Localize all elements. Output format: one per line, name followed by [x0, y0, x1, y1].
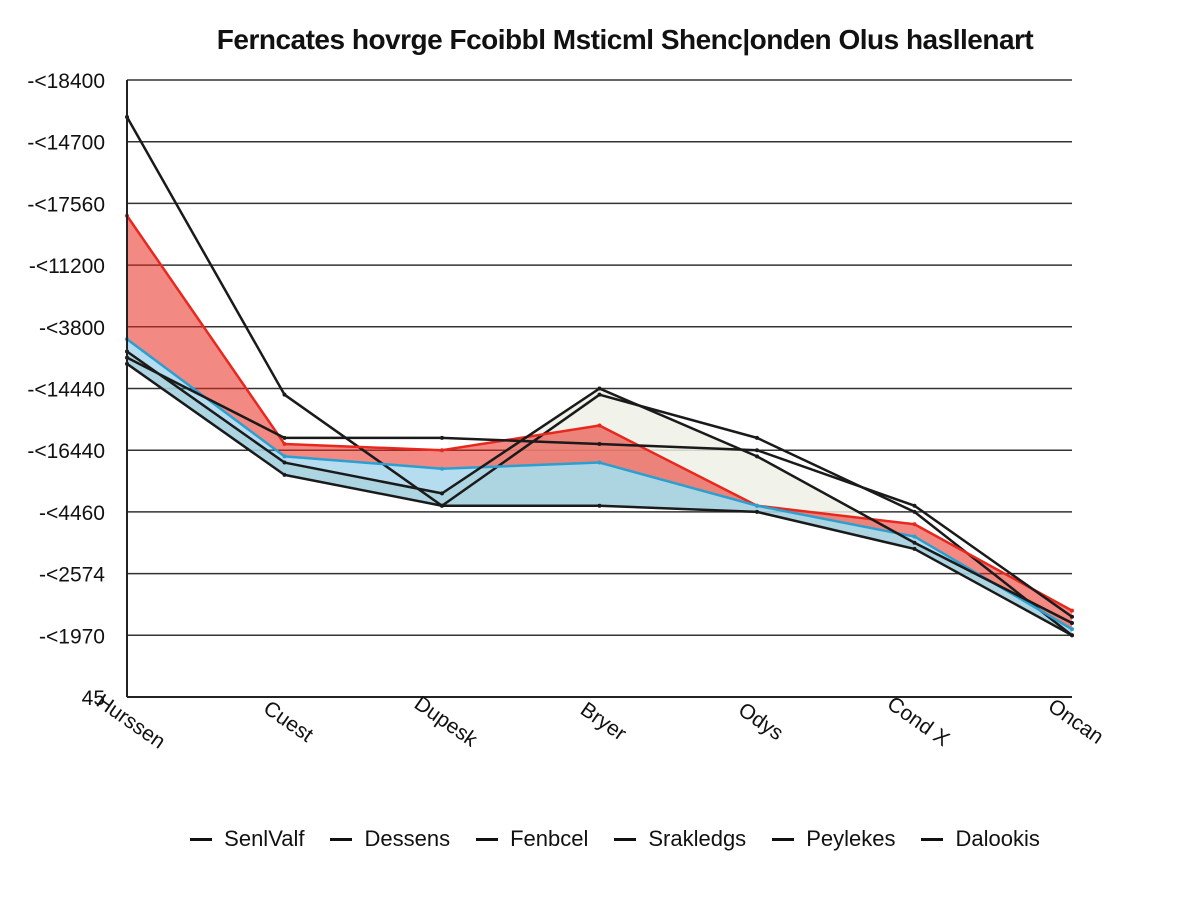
y-tick-label: -<3800 — [39, 317, 105, 340]
x-tick-label: Oncan — [1044, 695, 1108, 749]
legend-swatch — [921, 837, 944, 841]
data-point — [597, 503, 602, 508]
legend-item: Srakledgs — [614, 826, 746, 852]
y-tick-label: -<1970 — [39, 625, 105, 648]
legend-swatch — [330, 837, 353, 841]
y-tick-label: 45 — [82, 687, 105, 710]
data-point — [597, 442, 602, 447]
legend-item: Dessens — [330, 826, 450, 852]
y-tick-label: -<4460 — [39, 502, 105, 525]
legend: SenlValf Dessens Fenbcel Srakledgs Peylekes D… — [0, 826, 1200, 852]
y-tick-labels: 45 -<1970 -<2574 -<4460 -<16440 -<14440 -<3800… — [27, 70, 105, 710]
legend-swatch — [190, 837, 213, 841]
x-tick-label: Dupesk — [410, 692, 482, 752]
data-point — [597, 460, 602, 465]
data-point — [282, 472, 287, 477]
data-point — [282, 392, 287, 397]
y-tick-label: -<18400 — [27, 70, 105, 93]
data-point — [440, 491, 444, 496]
y-tick-label: -<14440 — [27, 379, 105, 402]
data-point — [912, 540, 917, 545]
data-point — [597, 392, 602, 397]
y-tick-label: -<14700 — [27, 132, 105, 155]
data-point — [755, 454, 759, 459]
chart-title: Ferncates hovrge Fcoibbl Msticml Shenc|o… — [216, 24, 1034, 55]
x-tick-label: Hurssen — [92, 690, 169, 754]
legend-item: SenlValf — [190, 826, 304, 852]
data-point — [1070, 614, 1074, 619]
y-tick-label: -<16440 — [27, 440, 105, 463]
legend-label: SenlValf — [224, 826, 305, 851]
data-point — [755, 503, 759, 508]
data-point — [282, 435, 287, 440]
legend-label: Dessens — [364, 826, 451, 851]
legend-label: Peylekes — [806, 826, 896, 851]
y-tick-label: -<11200 — [29, 255, 105, 278]
data-point — [440, 435, 444, 440]
data-point — [912, 509, 917, 514]
legend-item: Peylekes — [772, 826, 895, 852]
data-point — [1070, 633, 1074, 638]
data-point — [440, 448, 444, 453]
data-point — [755, 435, 759, 440]
legend-item: Dalookis — [921, 826, 1040, 852]
series-fills — [127, 215, 1072, 636]
y-tick-label: -<2574 — [39, 564, 105, 587]
data-point — [1070, 620, 1074, 625]
legend-label: Dalookis — [955, 826, 1040, 851]
legend-label: Srakledgs — [648, 826, 747, 851]
axes — [126, 80, 1072, 698]
data-point — [912, 503, 917, 508]
series-band-fill — [127, 351, 1072, 636]
data-point — [597, 423, 602, 428]
data-point — [912, 534, 917, 539]
data-point — [282, 454, 287, 459]
x-tick-label: Cuest — [259, 697, 317, 747]
legend-label: Fenbcel — [510, 826, 589, 851]
series-lines — [125, 115, 1074, 638]
x-tick-label: Bryer — [576, 698, 630, 746]
data-point — [440, 503, 444, 508]
data-point — [755, 448, 759, 453]
data-point — [912, 522, 917, 527]
series-band-fill — [127, 339, 1072, 636]
gridlines — [127, 79, 1072, 637]
x-tick-labels: Hurssen Cuest Dupesk Bryer Odys Cond X Oncan — [92, 690, 1108, 754]
data-point — [440, 466, 444, 471]
data-point — [755, 509, 759, 514]
data-point — [282, 442, 287, 447]
x-tick-label: Cond X — [883, 692, 954, 751]
legend-item: Fenbcel — [476, 826, 588, 852]
data-point — [282, 460, 287, 465]
data-point — [912, 546, 917, 551]
y-tick-label: -<17560 — [27, 193, 105, 216]
legend-swatch — [614, 837, 637, 841]
x-tick-label: Odys — [734, 698, 787, 745]
legend-swatch — [772, 837, 795, 841]
data-point — [597, 386, 602, 391]
legend-swatch — [476, 837, 499, 841]
data-point — [1070, 608, 1074, 613]
data-point — [1070, 627, 1074, 632]
